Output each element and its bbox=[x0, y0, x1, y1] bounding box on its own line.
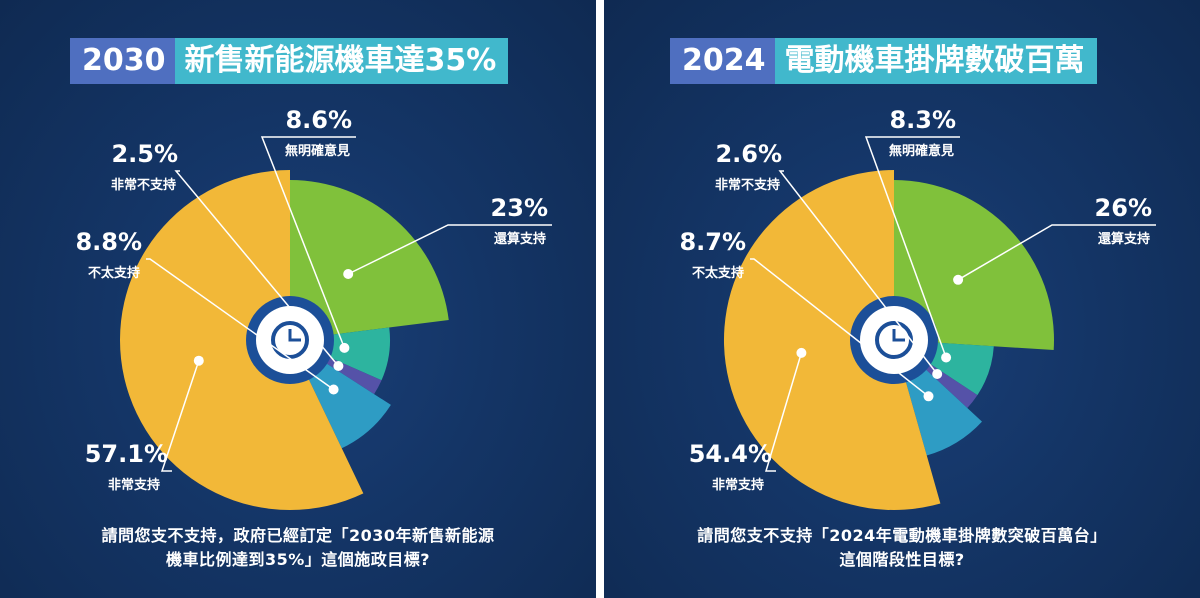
pie-icon-wedge bbox=[892, 329, 905, 342]
slice-category-label: 還算支持 bbox=[1098, 231, 1150, 247]
survey-question: 請問您支不支持，政府已經訂定「2030年新售新能源 機車比例達到35%」這個施政… bbox=[0, 524, 596, 572]
slice-category-label: 非常支持 bbox=[712, 477, 764, 493]
slice-category-label: 非常支持 bbox=[108, 477, 160, 493]
slice-category-label: 不太支持 bbox=[692, 265, 744, 281]
label-dot bbox=[953, 274, 964, 285]
slice-percent-label: 54.4% bbox=[689, 440, 772, 468]
title-year: 2024 bbox=[670, 38, 775, 84]
question-line-1: 請問您支不支持「2024年電動機車掛牌數突破百萬台」 bbox=[697, 526, 1107, 545]
pie-chart: 26% 還算支持 8.3% 無明確意見 2.6% 非常不支持 8.7% 不太支持 54.4% 非常… bbox=[679, 106, 1156, 510]
leader-line bbox=[778, 170, 938, 375]
slice-category-label: 非常不支持 bbox=[715, 177, 780, 193]
label-dot bbox=[932, 369, 943, 379]
chart-panel-2024: 2024 電動機車掛牌數破百萬 26% 還算支持 8.3% 無明確意見 2.6% 非常不支… bbox=[604, 0, 1200, 598]
survey-question: 請問您支不支持「2024年電動機車掛牌數突破百萬台」 這個階段性目標? bbox=[604, 524, 1200, 572]
slice-category-label: 非常不支持 bbox=[111, 177, 176, 193]
slice-percent-label: 26% bbox=[1095, 194, 1152, 222]
slice-percent-label: 2.5% bbox=[111, 140, 178, 168]
slice-still-support bbox=[290, 180, 449, 340]
leader-line bbox=[347, 224, 552, 275]
leader-line bbox=[764, 352, 803, 472]
title-text: 新售新能源機車達35% bbox=[174, 38, 509, 84]
leader-line bbox=[146, 258, 335, 391]
label-dot bbox=[923, 391, 934, 402]
slice-percent-label: 23% bbox=[491, 194, 548, 222]
title-text: 電動機車掛牌數破百萬 bbox=[774, 38, 1097, 84]
label-dot bbox=[333, 361, 344, 371]
leader-line bbox=[260, 136, 356, 349]
slice-still-support bbox=[894, 180, 1054, 351]
pie-icon-wedge bbox=[288, 329, 301, 342]
leader-line bbox=[750, 258, 929, 397]
label-dot bbox=[339, 342, 350, 353]
slice-percent-label: 8.7% bbox=[679, 228, 746, 256]
label-dot bbox=[193, 355, 204, 366]
slice-percent-label: 57.1% bbox=[85, 440, 168, 468]
label-dot bbox=[328, 384, 339, 395]
pie-icon bbox=[271, 321, 309, 359]
slice-category-label: 無明確意見 bbox=[285, 143, 350, 159]
pie-chart: 23% 還算支持 8.6% 無明確意見 2.5% 非常不支持 8.8% 不太支持 57.1% 非常… bbox=[75, 106, 552, 510]
slice-category-label: 不太支持 bbox=[88, 265, 140, 281]
leader-line bbox=[160, 360, 200, 472]
slice-category-label: 還算支持 bbox=[494, 231, 546, 247]
slice-percent-label: 8.6% bbox=[285, 106, 352, 134]
label-dot bbox=[941, 352, 952, 363]
question-line-2: 機車比例達到35%」這個施政目標? bbox=[165, 550, 431, 569]
slice-percent-label: 8.3% bbox=[889, 106, 956, 134]
leader-line bbox=[957, 224, 1156, 281]
chart-title: 2024 電動機車掛牌數破百萬 bbox=[670, 38, 1097, 84]
slice-percent-label: 8.8% bbox=[75, 228, 142, 256]
chart-panel-2030: 2030 新售新能源機車達35% 23% 還算支持 8.6% 無明確意見 2.5% 非常不… bbox=[0, 0, 596, 598]
slice-percent-label: 2.6% bbox=[715, 140, 782, 168]
label-dot bbox=[343, 269, 354, 279]
leader-line bbox=[174, 170, 339, 367]
chart-title: 2030 新售新能源機車達35% bbox=[70, 38, 509, 84]
label-dot bbox=[796, 347, 807, 358]
slice-strongly-support bbox=[119, 169, 364, 510]
title-year: 2030 bbox=[70, 38, 175, 84]
slice-category-label: 無明確意見 bbox=[889, 143, 954, 159]
question-line-1: 請問您支不支持，政府已經訂定「2030年新售新能源 bbox=[101, 526, 495, 545]
slice-strongly-support bbox=[723, 170, 941, 510]
leader-line bbox=[864, 136, 960, 358]
question-line-2: 這個階段性目標? bbox=[839, 550, 965, 569]
